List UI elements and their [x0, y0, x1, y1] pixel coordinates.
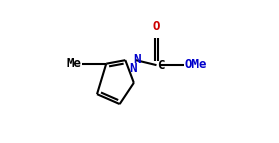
- Text: N: N: [133, 53, 141, 66]
- Text: OMe: OMe: [185, 58, 207, 71]
- Text: O: O: [153, 20, 160, 33]
- Text: C: C: [157, 59, 165, 73]
- Text: N: N: [129, 62, 137, 75]
- Text: Me: Me: [66, 57, 81, 70]
